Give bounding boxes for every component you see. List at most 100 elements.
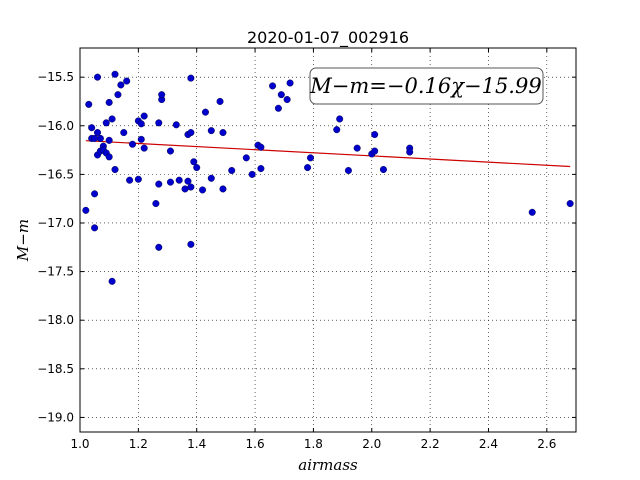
data-point — [207, 127, 215, 135]
x-tick-label: 2.2 — [421, 437, 440, 451]
data-point — [274, 104, 282, 112]
data-point — [166, 178, 174, 186]
data-point — [155, 119, 163, 127]
data-point — [257, 165, 265, 173]
data-point — [96, 134, 104, 142]
data-point — [111, 166, 119, 174]
data-point — [166, 147, 174, 155]
y-tick-label: −17.0 — [37, 216, 74, 230]
data-point — [333, 126, 341, 134]
chart-title: 2020-01-07_002916 — [247, 28, 409, 48]
data-point — [184, 177, 192, 185]
fit-line-layer — [85, 140, 571, 168]
data-point — [566, 200, 574, 208]
x-tick-label: 1.8 — [304, 437, 323, 451]
equation-text: M−m=−0.16χ−15.99 — [309, 74, 541, 98]
data-point — [94, 73, 102, 81]
data-point — [406, 148, 414, 156]
y-tick-label: −16.0 — [37, 119, 74, 133]
data-points — [82, 70, 574, 285]
axis-ticks: 1.0 1.2 1.4 1.6 1.8 2.0 2.2 2.4 2.6 −15.5 −16.0 −16… — [37, 48, 576, 451]
x-tick-label: 2.0 — [362, 437, 381, 451]
grid — [79, 48, 576, 432]
data-point — [117, 81, 125, 89]
data-point — [248, 170, 256, 178]
data-point — [371, 131, 379, 139]
y-tick-label: −17.5 — [37, 265, 74, 279]
data-point — [187, 240, 195, 248]
data-point — [283, 96, 291, 104]
data-point — [91, 224, 99, 232]
data-point — [91, 134, 99, 142]
data-point — [193, 164, 201, 172]
data-point — [216, 97, 224, 105]
data-point — [102, 119, 110, 127]
data-point — [88, 124, 96, 132]
x-tick-label: 2.6 — [537, 437, 556, 451]
data-point — [123, 77, 131, 85]
data-point — [172, 121, 180, 129]
data-point — [379, 166, 387, 174]
data-point — [126, 176, 134, 184]
data-point — [190, 158, 198, 166]
data-point — [91, 190, 99, 198]
x-tick-label: 2.4 — [479, 437, 498, 451]
x-tick-label: 1.2 — [129, 437, 148, 451]
data-point — [175, 176, 183, 184]
data-point — [137, 120, 145, 128]
data-point — [105, 136, 113, 144]
data-point — [286, 79, 294, 87]
data-point — [277, 91, 285, 99]
data-point — [111, 70, 119, 78]
data-point — [228, 166, 236, 174]
data-point — [353, 144, 361, 152]
fit-line — [85, 140, 571, 168]
data-point — [528, 208, 536, 216]
data-point — [158, 91, 166, 99]
data-point — [207, 174, 215, 182]
data-point — [371, 147, 379, 155]
data-point — [105, 153, 113, 161]
data-point — [105, 98, 113, 106]
data-point — [187, 74, 195, 82]
equation-annotation: M−m=−0.16χ−15.99 — [309, 67, 544, 105]
data-point — [155, 243, 163, 251]
data-point — [114, 91, 122, 99]
y-tick-label: −18.0 — [37, 313, 74, 327]
data-point — [120, 129, 128, 137]
data-point — [155, 180, 163, 188]
y-axis-label: M−m — [14, 219, 32, 262]
data-point — [219, 185, 227, 193]
data-point — [140, 144, 148, 152]
data-point — [137, 135, 145, 143]
x-axis-label: airmass — [298, 456, 358, 474]
y-tick-label: −19.0 — [37, 410, 74, 424]
data-point — [129, 140, 137, 148]
data-point — [108, 115, 116, 123]
data-point — [304, 164, 312, 172]
data-point — [257, 143, 265, 151]
x-tick-label: 1.0 — [70, 437, 89, 451]
data-point — [336, 115, 344, 123]
data-point — [187, 129, 195, 137]
data-point — [201, 108, 209, 116]
data-point — [152, 200, 160, 208]
plot-frame — [79, 47, 577, 433]
data-point — [269, 82, 277, 90]
y-tick-label: −16.5 — [37, 167, 74, 181]
x-tick-label: 1.4 — [187, 437, 206, 451]
data-point — [94, 129, 102, 137]
data-point — [140, 112, 148, 120]
equation-box — [309, 67, 544, 105]
data-point — [219, 129, 227, 137]
y-tick-label: −18.5 — [37, 362, 74, 376]
data-point — [181, 185, 189, 193]
y-tick-label: −15.5 — [37, 70, 74, 84]
data-point — [306, 154, 314, 162]
data-point — [242, 154, 250, 162]
data-point — [134, 175, 142, 183]
data-point — [344, 166, 352, 174]
data-point — [82, 206, 90, 214]
data-point — [187, 183, 195, 191]
